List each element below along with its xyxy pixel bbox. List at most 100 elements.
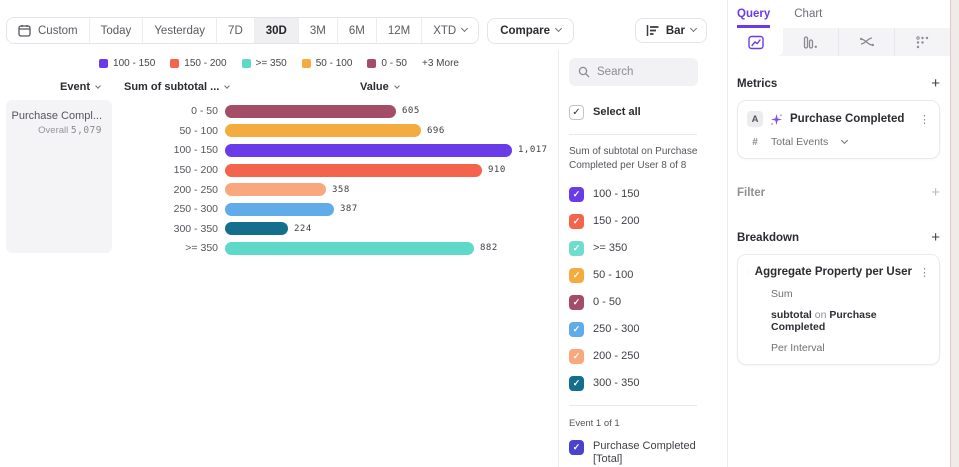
- range-label: XTD: [433, 24, 457, 37]
- bucket-label: >= 350: [593, 242, 628, 254]
- bar-segment-150-200[interactable]: [225, 163, 482, 177]
- bar-category-label: 0 - 50: [191, 105, 218, 118]
- bucket-checkbox-300-350[interactable]: ✓ 300 - 350: [569, 375, 727, 391]
- bar-category-label: 100 - 150: [173, 144, 218, 157]
- chevron-down-icon: [224, 82, 231, 89]
- bucket-label: 100 - 150: [593, 188, 640, 200]
- add-breakdown-button[interactable]: +: [931, 229, 940, 246]
- legend-item-100-150[interactable]: 100 - 150: [99, 58, 155, 69]
- bucket-checkbox-0-50[interactable]: ✓ 0 - 50: [569, 294, 727, 310]
- event-filter-item[interactable]: ✓ Purchase Completed [Total]: [569, 439, 727, 467]
- bucket-checkbox-200-250[interactable]: ✓ 200 - 250: [569, 348, 727, 364]
- kebab-menu-icon[interactable]: ⋮: [919, 266, 930, 279]
- number-icon: #: [752, 136, 758, 148]
- bar-category-label: 50 - 100: [179, 124, 218, 137]
- tab-funnel-chart[interactable]: [783, 28, 839, 56]
- checkbox-checked-icon: ✓: [569, 267, 584, 283]
- add-metric-button[interactable]: +: [931, 75, 940, 92]
- bar-category-label: 200 - 250: [173, 183, 218, 196]
- metric-card[interactable]: A Purchase Completed ⋮ # Total Events: [737, 100, 940, 159]
- bar-row-250-300: 250 - 300 387: [0, 199, 558, 219]
- event-summary-card[interactable]: Purchase Compl... Overall 5,079: [6, 99, 112, 253]
- bucket-group-label: Sum of subtotal on Purchase Completed pe…: [569, 145, 698, 172]
- column-header-value[interactable]: Value: [360, 80, 400, 93]
- bar-segment-50-100[interactable]: [225, 124, 421, 138]
- breakdown-event: Purchase Completed: [771, 309, 877, 333]
- legend-item-50-100[interactable]: 50 - 100: [301, 58, 352, 69]
- divider: [569, 133, 697, 135]
- bar-category-label: 150 - 200: [173, 164, 218, 177]
- bucket-list: ✓ 100 - 150 ✓ 150 - 200 ✓ >= 350 ✓ 50 - 100 ✓ 0 -…: [569, 186, 727, 391]
- breakdown-card[interactable]: Aggregate Property per User ⋮ Sum subtot…: [737, 254, 940, 365]
- scrollbar-gutter[interactable]: [950, 0, 959, 467]
- breakdown-title: Breakdown: [737, 232, 799, 244]
- tab-segmentation-chart[interactable]: [728, 28, 783, 56]
- search-input[interactable]: [597, 65, 687, 78]
- bar-segment-100-150[interactable]: [225, 143, 512, 157]
- bucket-label: 300 - 350: [593, 377, 640, 389]
- measure-selector[interactable]: # Total Events: [747, 136, 930, 148]
- range-xtd[interactable]: XTD: [421, 18, 479, 44]
- chevron-down-icon: [461, 25, 469, 33]
- compare-button[interactable]: Compare: [487, 17, 575, 44]
- bar-chart: 0 - 50 605 50 - 100 696 100 - 150 1,017 150 - …: [0, 102, 558, 259]
- bucket-label: 250 - 300: [593, 323, 640, 335]
- tab-query[interactable]: Query: [737, 8, 771, 28]
- bar-segment-250-300[interactable]: [225, 202, 334, 216]
- range-3m[interactable]: 3M: [297, 18, 337, 44]
- chart-legend: 100 - 150 150 - 200 >= 350 50 - 100 0 - 50 +3…: [0, 58, 558, 69]
- column-header-event[interactable]: Event: [0, 80, 101, 93]
- bucket-checkbox-250-300[interactable]: ✓ 250 - 300: [569, 321, 727, 337]
- column-header-breakdown[interactable]: Sum of subtotal ...: [124, 80, 231, 93]
- range-today[interactable]: Today: [88, 18, 143, 44]
- value-header-label: Value: [360, 80, 389, 93]
- main-region: Custom Today Yesterday 7D 30D 3M 6M 12M XTD Comp…: [0, 0, 727, 467]
- chart-area: 100 - 150 150 - 200 >= 350 50 - 100 0 - 50 +3…: [0, 50, 558, 467]
- bar-value-label: 224: [294, 223, 312, 234]
- range-12m[interactable]: 12M: [375, 18, 422, 44]
- bar-category-label: >= 350: [185, 242, 218, 255]
- measure-label: Total Events: [771, 136, 829, 148]
- bar-value-label: 696: [427, 125, 445, 136]
- legend-item-350[interactable]: >= 350: [241, 58, 287, 69]
- calendar-icon: [18, 25, 31, 37]
- bar-segment-300-350[interactable]: [225, 222, 288, 236]
- bucket-checkbox-50-100[interactable]: ✓ 50 - 100: [569, 267, 727, 283]
- range-7d[interactable]: 7D: [216, 18, 254, 44]
- breakdown-aggregation[interactable]: Sum: [771, 288, 793, 300]
- breakdown-property-line[interactable]: subtotal on Purchase Completed: [771, 309, 930, 333]
- bucket-checkbox-350[interactable]: ✓ >= 350: [569, 240, 727, 256]
- bucket-checkbox-150-200[interactable]: ✓ 150 - 200: [569, 213, 727, 229]
- bar-value-label: 910: [488, 165, 506, 176]
- breakdown-header-label: Sum of subtotal ...: [124, 80, 220, 93]
- bar-segment-350[interactable]: [225, 241, 474, 255]
- event-header-label: Event: [60, 80, 90, 93]
- legend-swatch: [367, 58, 377, 68]
- bucket-checkbox-100-150[interactable]: ✓ 100 - 150: [569, 186, 727, 202]
- bar-row-350: >= 350 882: [0, 239, 558, 259]
- legend-item-0-50[interactable]: 0 - 50: [367, 58, 407, 69]
- range-custom[interactable]: Custom: [7, 18, 89, 44]
- chart-type-button[interactable]: Bar: [634, 18, 707, 44]
- chart-type-strip: [728, 28, 950, 56]
- bar-segment-0-50[interactable]: [225, 104, 396, 118]
- select-all-checkbox[interactable]: ✓ Select all: [569, 104, 727, 120]
- legend-item-150-200[interactable]: 150 - 200: [170, 58, 227, 69]
- tab-retention-chart[interactable]: [895, 28, 950, 56]
- breakdown-interval[interactable]: Per Interval: [771, 342, 825, 354]
- metric-name: Purchase Completed: [790, 113, 905, 125]
- tab-journeys-chart[interactable]: [839, 28, 895, 56]
- range-label: 3M: [309, 24, 326, 37]
- range-30d[interactable]: 30D: [253, 18, 298, 44]
- tab-chart[interactable]: Chart: [794, 8, 823, 20]
- range-6m[interactable]: 6M: [336, 18, 376, 44]
- range-yesterday[interactable]: Yesterday: [142, 18, 217, 44]
- metrics-title: Metrics: [737, 78, 778, 90]
- bar-segment-200-250[interactable]: [225, 183, 326, 197]
- search-box[interactable]: [569, 57, 698, 86]
- kebab-menu-icon[interactable]: ⋮: [919, 113, 930, 126]
- legend-more[interactable]: +3 More: [422, 57, 459, 69]
- event-overall: Overall 5,079: [10, 125, 102, 136]
- toolbar: Custom Today Yesterday 7D 30D 3M 6M 12M XTD Comp…: [0, 0, 727, 50]
- add-filter-button[interactable]: +: [931, 184, 940, 201]
